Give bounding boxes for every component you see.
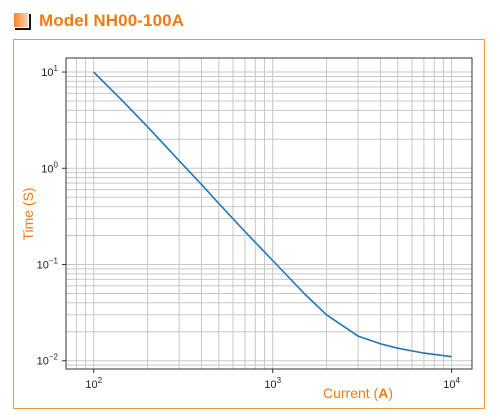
y-axis-label: Time (S) — [20, 187, 36, 240]
y-tick-label: 100 — [41, 160, 58, 175]
x-tick-label: 102 — [85, 376, 102, 391]
x-axis-label: Current (A) — [323, 385, 393, 401]
y-tick-label: 10−2 — [37, 353, 59, 368]
y-tick-label: 101 — [41, 64, 58, 79]
orange-square-bullet-icon — [14, 12, 31, 30]
series-layer — [93, 71, 452, 358]
chart-frame — [13, 39, 485, 409]
x-tick-label: 103 — [264, 376, 281, 391]
grid-lines — [65, 58, 472, 369]
chart-title: Model NH00-100A — [39, 11, 185, 30]
tick-labels: 102 103 104 101 100 10−1 10−2 — [37, 64, 461, 391]
time-current-curve — [93, 71, 452, 358]
chart-header: Model NH00-100A — [14, 8, 184, 34]
axes-box — [65, 57, 473, 370]
y-tick-label: 10−1 — [37, 256, 59, 271]
x-tick-label: 104 — [443, 376, 460, 391]
